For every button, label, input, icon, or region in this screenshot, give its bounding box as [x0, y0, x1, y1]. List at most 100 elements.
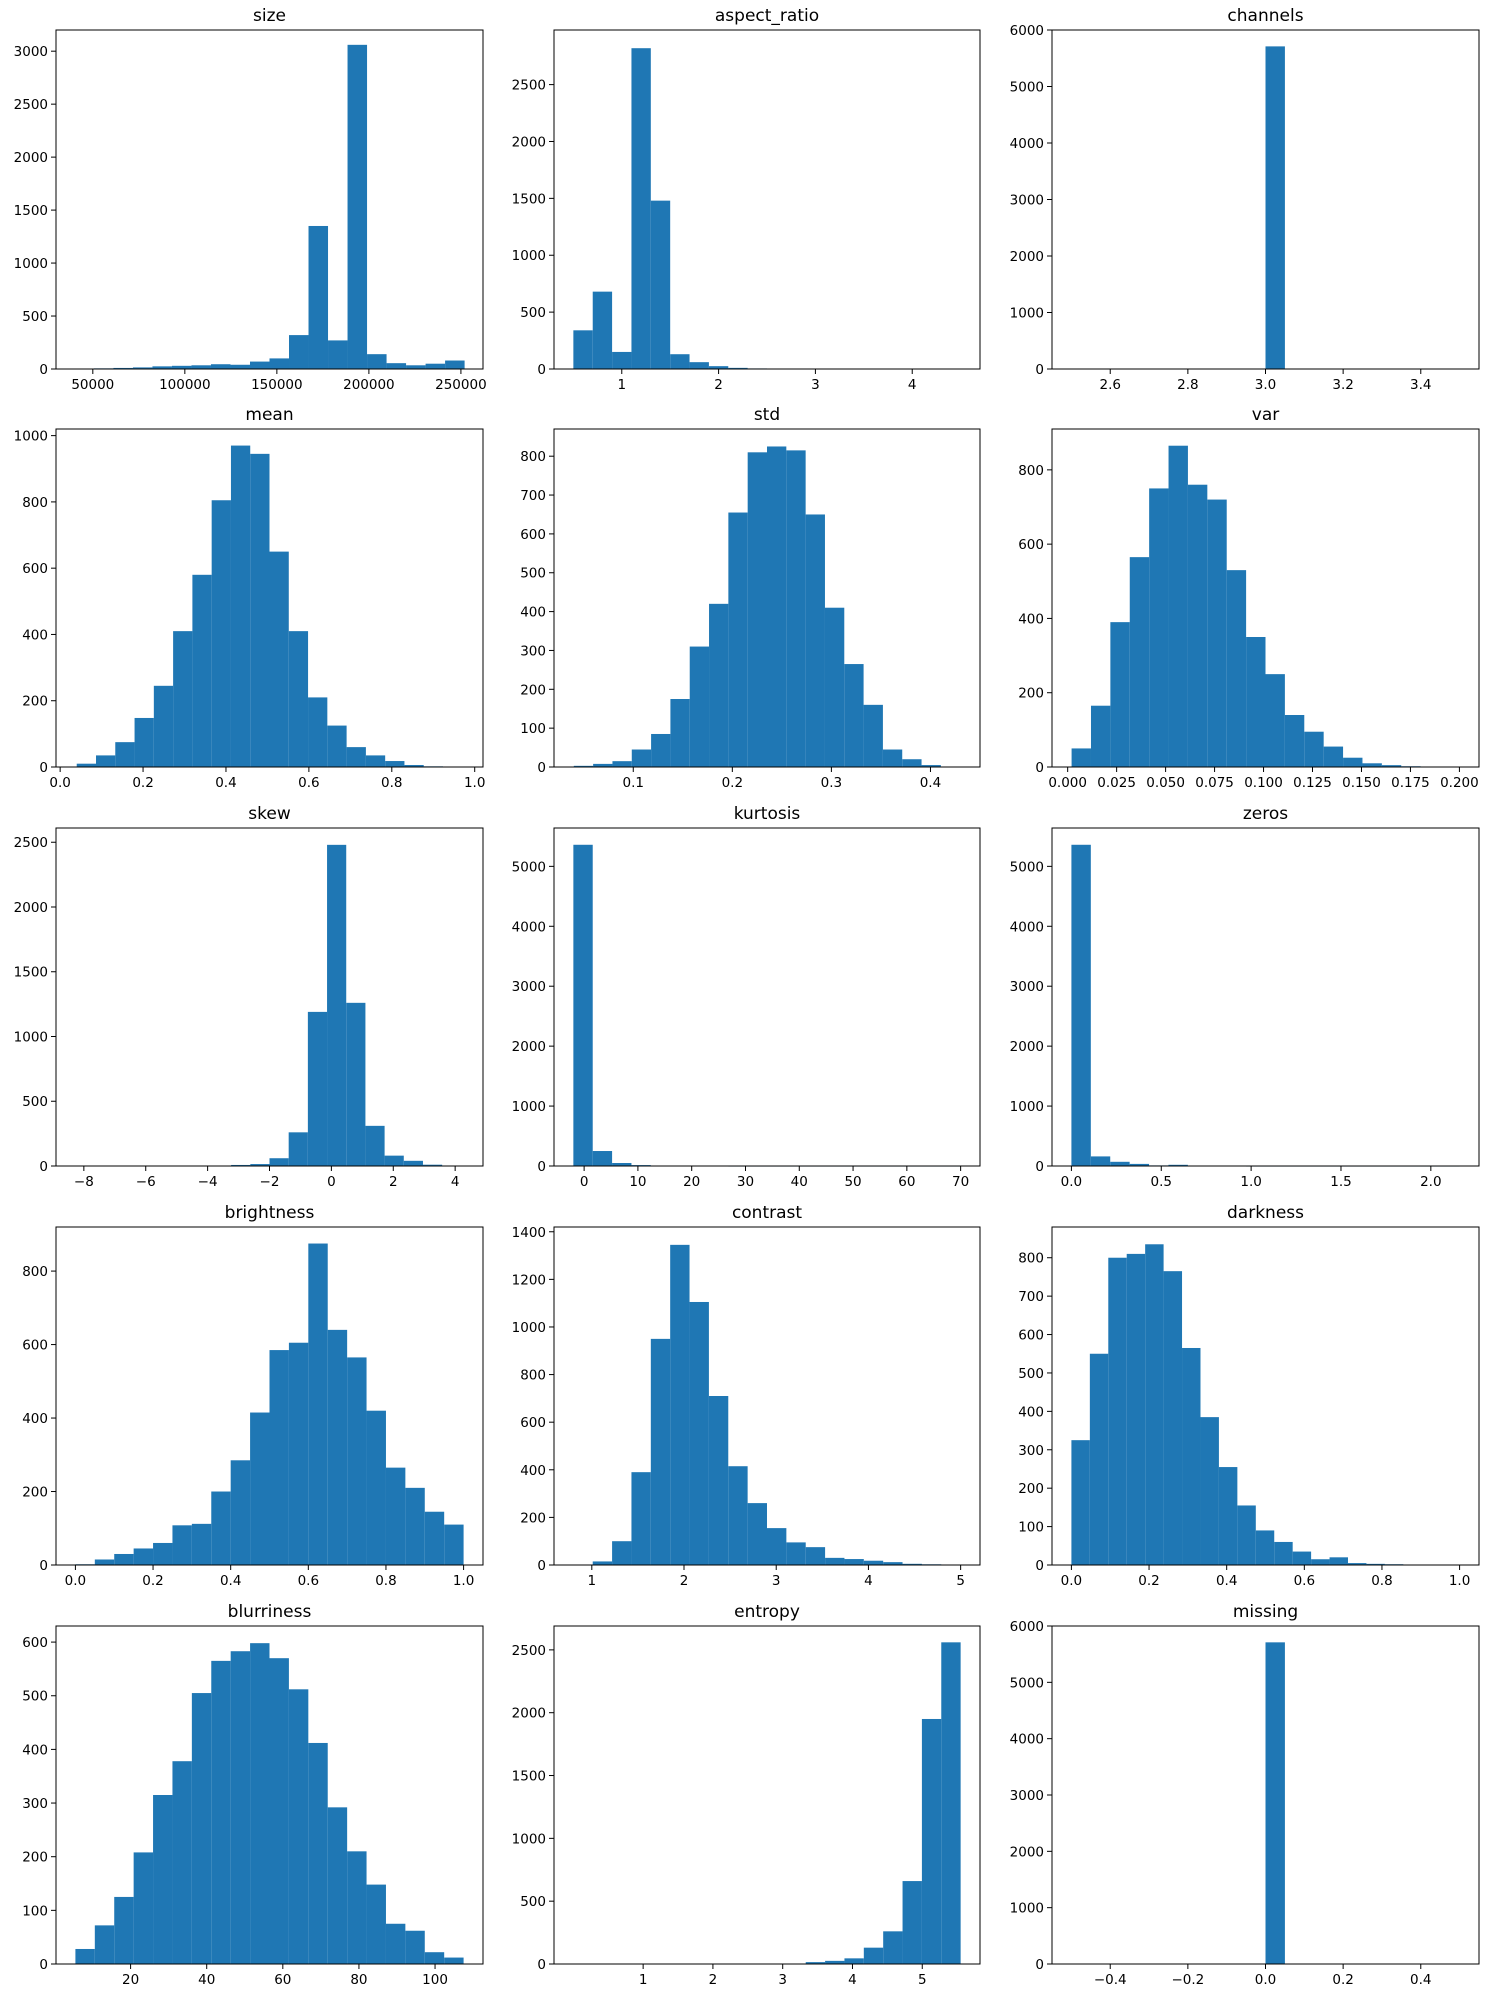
- y-tick-label: 3000: [14, 44, 48, 60]
- y-tick-label: 2000: [1010, 1039, 1044, 1055]
- histogram-bar: [328, 340, 348, 369]
- histogram-bar: [844, 1958, 864, 1964]
- histogram-bar: [288, 631, 309, 767]
- y-tick-label: 400: [22, 1742, 48, 1758]
- chart-title: channels: [1227, 6, 1303, 26]
- histogram-chart: mean 0.0 0.2 0.4 0.6 0.8 1.0 0 200 400 600 800 1000: [14, 405, 486, 791]
- histogram-bar: [1168, 1164, 1188, 1166]
- axes-frame: [553, 29, 981, 370]
- histogram-chart: kurtosis 0 10 20 30 40 50 60 70 0 1000 2000 3000 4000…: [512, 804, 981, 1190]
- x-tick-label: 40: [791, 1174, 808, 1190]
- histogram-bar: [941, 1642, 961, 1964]
- histogram-bar: [288, 1132, 308, 1166]
- axes-frame: [55, 29, 484, 370]
- y-tick-label: 0: [39, 1957, 48, 1973]
- chart-title: aspect_ratio: [715, 6, 819, 26]
- x-tick-label: 60: [274, 1972, 291, 1988]
- histogram-panel-aspect-ratio: aspect_ratio 1 2 3 4 0 500 1000 1500 2000 2500: [498, 0, 988, 399]
- y-tick-label: 300: [520, 643, 546, 659]
- histogram-bar: [1265, 674, 1285, 767]
- histogram-bar: [1129, 1163, 1150, 1166]
- histogram-bar: [1126, 1253, 1146, 1565]
- histogram-bar: [593, 763, 613, 767]
- y-tick-label: 4000: [1010, 919, 1044, 935]
- x-tick-label: 80: [350, 1972, 367, 1988]
- y-tick-label: 0: [537, 1159, 546, 1175]
- chart-title: zeros: [1243, 804, 1288, 824]
- histogram-bar: [403, 1160, 423, 1166]
- histogram-bar: [1108, 1257, 1127, 1565]
- histogram-bar: [269, 1350, 289, 1565]
- histogram-bar: [288, 1689, 309, 1964]
- histogram-bar: [346, 1002, 366, 1166]
- histogram-bar: [1207, 499, 1227, 767]
- histogram-bar: [825, 1960, 845, 1964]
- x-tick-label: −0.4: [1094, 1972, 1127, 1988]
- y-tick-label: 4000: [1010, 1732, 1044, 1748]
- histogram-bar: [422, 1164, 443, 1166]
- x-tick-label: 0.0: [1061, 1573, 1082, 1589]
- x-tick-label: 0.6: [298, 775, 319, 791]
- x-tick-label: 0.175: [1391, 775, 1430, 791]
- y-tick-label: 200: [1018, 1481, 1044, 1497]
- y-tick-label: 700: [520, 488, 546, 504]
- x-tick-label: 0.025: [1097, 775, 1136, 791]
- x-tick-label: 0.8: [381, 775, 402, 791]
- histogram-bar: [883, 1931, 903, 1964]
- histogram-bar: [133, 1548, 154, 1565]
- histogram-chart: std 0.1 0.2 0.3 0.4 0 100 200 300 400 500 600 700 800: [520, 405, 981, 791]
- histogram-bar: [114, 1896, 134, 1964]
- histogram-bar: [1284, 715, 1305, 767]
- y-tick-label: 6000: [1010, 23, 1044, 39]
- histogram-bar: [1304, 731, 1324, 767]
- histogram-bar: [573, 330, 593, 369]
- y-tick-label: 3000: [1010, 979, 1044, 995]
- x-tick-label: 70: [952, 1174, 969, 1190]
- histogram-bar: [805, 1547, 826, 1565]
- chart-title: contrast: [732, 1203, 802, 1223]
- histogram-bar: [824, 607, 845, 767]
- histogram-chart: entropy 1 2 3 4 5 0 500 1000 1500 2000 2500: [512, 1602, 981, 1988]
- histogram-bar: [405, 1930, 425, 1964]
- x-tick-label: 0.050: [1146, 775, 1185, 791]
- histogram-bar: [308, 225, 329, 369]
- y-tick-label: 3000: [1010, 1788, 1044, 1804]
- histogram-bar: [1168, 445, 1188, 767]
- histogram-chart: contrast 1 2 3 4 5 0 200 400 600 800 1000 1200 1400: [512, 1203, 981, 1589]
- histogram-bar: [1182, 1347, 1201, 1565]
- histogram-bar: [230, 445, 251, 767]
- chart-title: skew: [248, 804, 291, 824]
- x-tick-label: 0.6: [1294, 1573, 1315, 1589]
- histogram-bar: [1381, 765, 1402, 767]
- histogram-bar: [1246, 637, 1266, 767]
- x-tick-label: −2: [260, 1174, 280, 1190]
- histogram-panel-zeros: zeros 0.0 0.5 1.0 1.5 2.0 0 1000 2000 3000 4000 500…: [996, 798, 1487, 1196]
- y-tick-label: 600: [520, 1415, 546, 1431]
- histogram-bar: [1090, 1156, 1111, 1166]
- y-tick-label: 2000: [1010, 249, 1044, 265]
- chart-title: entropy: [734, 1602, 800, 1622]
- x-tick-label: 10: [629, 1174, 646, 1190]
- histogram-bar: [631, 1472, 651, 1565]
- histogram-bar: [250, 1164, 270, 1166]
- chart-title: missing: [1233, 1602, 1298, 1622]
- histogram-bar: [172, 1761, 192, 1964]
- histogram-bar: [1071, 844, 1091, 1166]
- x-tick-label: −4: [198, 1174, 218, 1190]
- x-tick-label: 2.8: [1177, 377, 1198, 393]
- histogram-bar: [365, 1125, 385, 1166]
- x-tick-label: 0.200: [1440, 775, 1479, 791]
- histogram-bar: [767, 446, 787, 767]
- histogram-bar: [230, 1651, 251, 1964]
- histogram-bar: [883, 1562, 903, 1565]
- histogram-panel-mean: mean 0.0 0.2 0.4 0.6 0.8 1.0 0 200 400 600 800 1000: [0, 399, 491, 797]
- histogram-chart: var 0.000 0.025 0.050 0.075 0.100 0.125 0.150 0.…: [1018, 405, 1480, 791]
- x-tick-label: 0.4: [920, 775, 941, 791]
- histogram-bar: [592, 1561, 613, 1565]
- y-tick-label: 0: [39, 1159, 48, 1175]
- x-tick-label: 1: [639, 1972, 648, 1988]
- histogram-bar: [327, 725, 347, 767]
- x-tick-label: 250000: [435, 377, 487, 393]
- histogram-bar: [863, 1560, 884, 1565]
- histogram-bar: [191, 1693, 212, 1964]
